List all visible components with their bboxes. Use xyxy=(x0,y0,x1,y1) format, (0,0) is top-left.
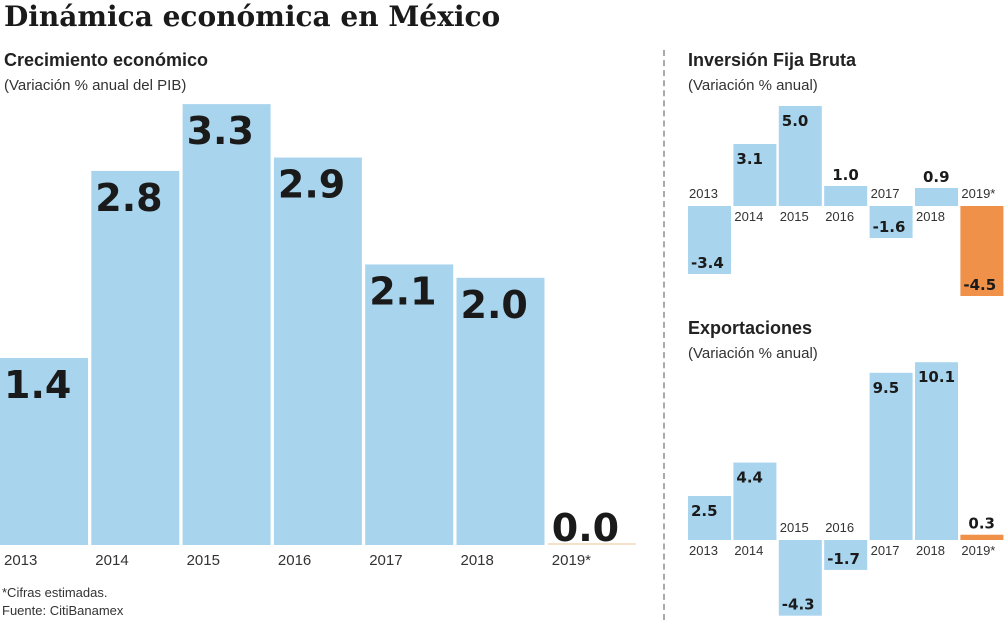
page-title: Dinámica económica en México xyxy=(4,0,501,33)
bar-investment-2017 xyxy=(869,206,913,238)
year-label: 2014 xyxy=(734,209,763,224)
bar-investment-2016 xyxy=(824,186,868,206)
year-label: 2015 xyxy=(780,209,809,224)
bar-exports-2014 xyxy=(733,462,777,540)
value-label: 4.4 xyxy=(736,469,763,487)
bar-gdp-2019* xyxy=(547,543,636,545)
year-label: 2017 xyxy=(871,543,900,558)
value-label: 2.9 xyxy=(278,163,345,207)
divider xyxy=(663,50,665,620)
chart-title-investment: Inversión Fija Bruta xyxy=(688,50,857,70)
chart-subtitle-investment: (Variación % anual) xyxy=(688,77,818,94)
value-label: 1.4 xyxy=(4,363,71,407)
bar-gdp-2013 xyxy=(0,357,88,545)
year-label: 2016 xyxy=(825,209,854,224)
bar-investment-2018 xyxy=(915,188,958,206)
bar-exports-2017 xyxy=(869,372,913,540)
year-label: 2017 xyxy=(369,552,402,569)
chart-subtitle-gdp: (Variación % anual del PIB) xyxy=(4,77,187,94)
bar-gdp-2014 xyxy=(91,170,180,546)
year-label: 2019* xyxy=(961,543,995,558)
year-label: 2015 xyxy=(780,520,809,535)
year-label: 2019* xyxy=(552,552,591,569)
footnote: *Cifras estimadas. xyxy=(2,585,108,600)
year-label: 2019* xyxy=(961,186,995,201)
value-label: -4.5 xyxy=(963,276,996,294)
year-label: 2014 xyxy=(734,543,763,558)
year-label: 2018 xyxy=(916,209,945,224)
value-label: 0.9 xyxy=(923,168,950,186)
value-label: -3.4 xyxy=(691,254,724,272)
year-label: 2016 xyxy=(278,552,311,569)
value-label: 2.0 xyxy=(461,283,528,327)
value-label: 5.0 xyxy=(782,112,809,130)
value-label: 0.0 xyxy=(552,506,619,550)
value-label: -1.6 xyxy=(873,218,906,236)
bar-investment-2019* xyxy=(960,206,1004,296)
year-label: 2018 xyxy=(916,543,945,558)
bar-investment-2015 xyxy=(778,106,822,206)
source: Fuente: CitiBanamex xyxy=(2,603,124,618)
year-label: 2013 xyxy=(4,552,37,569)
bar-gdp-2018 xyxy=(456,277,545,545)
year-label: 2015 xyxy=(187,552,220,569)
year-label: 2017 xyxy=(871,186,900,201)
value-label: 2.1 xyxy=(369,269,436,313)
value-label: 1.0 xyxy=(832,166,859,184)
bar-gdp-2015 xyxy=(182,104,271,546)
bar-exports-2018 xyxy=(915,362,958,540)
year-label: 2018 xyxy=(461,552,494,569)
bar-investment-2013 xyxy=(688,206,731,274)
value-label: 2.8 xyxy=(95,176,162,220)
year-label: 2014 xyxy=(95,552,128,569)
chart-subtitle-exports: (Variación % anual) xyxy=(688,345,818,362)
year-label: 2013 xyxy=(689,186,718,201)
bar-investment-2014 xyxy=(733,144,777,206)
value-label: 3.3 xyxy=(187,109,254,153)
bar-exports-2016 xyxy=(824,540,868,570)
value-label: 2.5 xyxy=(691,502,718,520)
value-label: 10.1 xyxy=(918,368,955,386)
year-label: 2016 xyxy=(825,520,854,535)
value-label: 9.5 xyxy=(873,379,900,397)
bar-exports-2013 xyxy=(688,496,731,540)
value-label: -4.3 xyxy=(782,596,815,614)
value-label: 0.3 xyxy=(968,515,995,533)
value-label: 3.1 xyxy=(736,150,763,168)
bar-gdp-2016 xyxy=(273,157,362,545)
bar-exports-2019* xyxy=(960,534,1004,540)
chart-title-exports: Exportaciones xyxy=(688,318,813,338)
bar-exports-2015 xyxy=(778,540,822,616)
year-label: 2013 xyxy=(689,543,718,558)
bar-gdp-2017 xyxy=(365,264,454,545)
chart-title-gdp: Crecimiento económico xyxy=(4,50,209,70)
value-label: -1.7 xyxy=(827,550,860,568)
